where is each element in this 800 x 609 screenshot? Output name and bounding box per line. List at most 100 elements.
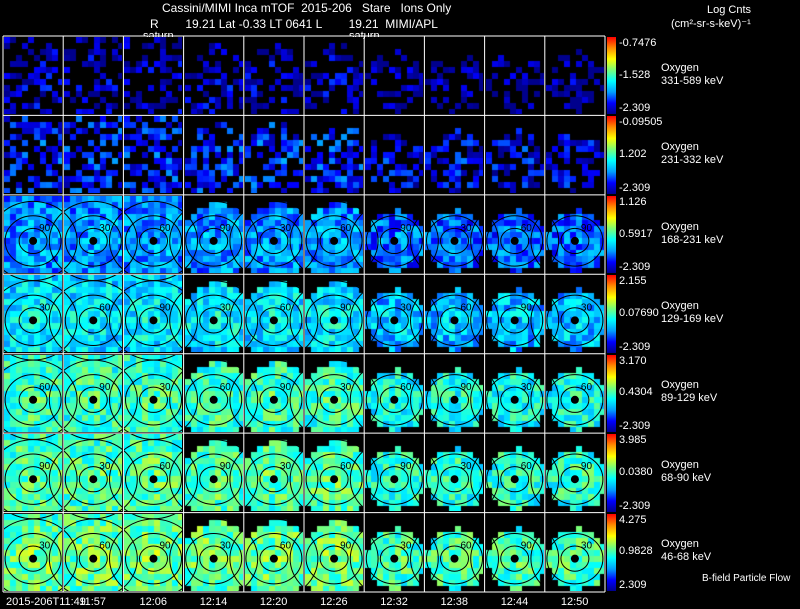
image-panel bbox=[4, 37, 62, 114]
image-panel bbox=[184, 354, 243, 432]
colorbar-max: 1.126 bbox=[619, 195, 647, 208]
colorbar-mid: 0.07690 bbox=[619, 307, 659, 319]
image-panel bbox=[244, 513, 303, 591]
time-tick-label: 12:06 bbox=[139, 596, 168, 608]
image-panel bbox=[485, 116, 544, 194]
image-panel bbox=[365, 116, 424, 194]
time-tick-label: 12:14 bbox=[199, 596, 228, 608]
time-tick-label: 12:44 bbox=[500, 596, 529, 608]
species-label: Oxygen bbox=[661, 538, 699, 551]
colorbar-max: 3.985 bbox=[619, 434, 647, 447]
image-panel bbox=[124, 195, 183, 273]
plot-title: Cassini/MIMI Inca mTOF 2015-206 Stare Io… bbox=[162, 1, 452, 15]
colorbar-max: -0.09505 bbox=[619, 116, 663, 129]
image-panel bbox=[485, 275, 544, 353]
image-panel bbox=[184, 275, 243, 353]
image-panel bbox=[425, 513, 484, 591]
image-panel bbox=[305, 434, 363, 512]
image-panel bbox=[305, 275, 363, 353]
energy-range-label: 89-129 keV bbox=[661, 392, 718, 405]
colorbar-mid: 0.4304 bbox=[619, 386, 653, 399]
species-label: Oxygen bbox=[661, 61, 699, 74]
image-panel bbox=[425, 195, 484, 273]
colorbar-min: -2.309 bbox=[619, 261, 651, 274]
image-panel bbox=[485, 195, 544, 273]
orbit-info: R 19.21 Lat -0.33 LT 0641 L 19.21 MIMI/A… bbox=[150, 17, 438, 31]
image-panel bbox=[4, 513, 62, 591]
image-panel bbox=[545, 37, 604, 114]
colorbar bbox=[607, 513, 616, 591]
channel-label: Oxygen 46-68 keV bbox=[661, 538, 711, 564]
image-panel bbox=[305, 116, 363, 194]
image-panel bbox=[184, 513, 243, 591]
colorbar-min: -2.309 bbox=[619, 340, 651, 353]
colorbar bbox=[607, 37, 616, 115]
image-panel bbox=[365, 513, 424, 591]
colorbar-min: -2.309 bbox=[619, 420, 651, 433]
time-tick-label: 12:38 bbox=[440, 596, 469, 608]
image-panel bbox=[64, 513, 123, 591]
image-panel bbox=[124, 513, 183, 591]
image-panel bbox=[64, 275, 123, 353]
image-panel bbox=[124, 354, 183, 432]
image-panel bbox=[425, 116, 484, 194]
image-panel bbox=[545, 354, 604, 432]
image-panel bbox=[545, 275, 604, 353]
image-panel bbox=[244, 434, 303, 512]
energy-range-label: 46-68 keV bbox=[661, 551, 712, 564]
species-label: Oxygen bbox=[661, 220, 699, 233]
image-panel bbox=[64, 116, 123, 194]
image-panel bbox=[64, 354, 123, 432]
colorbar bbox=[607, 275, 616, 353]
colorbar-mid: 0.9828 bbox=[619, 545, 653, 558]
image-panel bbox=[124, 37, 183, 114]
channel-label: Oxygen 68-90 keV bbox=[661, 459, 711, 485]
channel-label: Oxygen 231-332 keV bbox=[661, 141, 723, 167]
colorbar bbox=[607, 195, 616, 274]
image-panel bbox=[365, 434, 424, 512]
image-panel bbox=[485, 513, 544, 591]
image-panel bbox=[485, 37, 544, 114]
channel-label: Oxygen 331-589 keV bbox=[661, 62, 723, 88]
species-label: Oxygen bbox=[661, 300, 699, 312]
image-panel bbox=[365, 275, 424, 353]
image-panel bbox=[305, 195, 363, 273]
species-label: Oxygen bbox=[661, 379, 699, 392]
image-panel bbox=[244, 116, 303, 194]
image-panel bbox=[124, 275, 183, 353]
image-panel bbox=[184, 434, 243, 512]
channel-label: Oxygen 89-129 keV bbox=[661, 379, 717, 405]
image-panel bbox=[365, 37, 424, 114]
image-panel bbox=[545, 434, 604, 512]
bfield-label: B-field Particle Flow bbox=[702, 573, 791, 584]
energy-range-label: 68-90 keV bbox=[661, 471, 712, 484]
image-panel bbox=[184, 116, 243, 194]
image-panel bbox=[64, 434, 123, 512]
time-tick-label: 2015-206T11:49 bbox=[6, 596, 86, 608]
image-panel bbox=[305, 37, 363, 114]
energy-range-label: 231-332 keV bbox=[661, 154, 724, 167]
time-tick-label: 11:57 bbox=[79, 596, 107, 608]
time-tick-label: 12:50 bbox=[560, 596, 589, 608]
energy-range-label: 168-231 keV bbox=[661, 233, 724, 246]
image-panel bbox=[4, 195, 62, 273]
image-panel bbox=[425, 434, 484, 512]
image-panel bbox=[184, 37, 243, 114]
image-panel bbox=[485, 354, 544, 432]
colorbar bbox=[607, 434, 616, 512]
image-panel bbox=[545, 195, 604, 273]
image-panel bbox=[4, 434, 62, 512]
species-label: Oxygen bbox=[661, 141, 699, 154]
colorbar-min: 2.309 bbox=[619, 579, 647, 591]
energy-range-label: 331-589 keV bbox=[661, 74, 724, 87]
colorbar-mid: -1.528 bbox=[619, 68, 651, 81]
colorbar bbox=[607, 354, 616, 433]
colorbar-mid: 0.5917 bbox=[619, 227, 653, 240]
image-panel bbox=[365, 354, 424, 432]
image-panel bbox=[4, 275, 62, 353]
species-label: Oxygen bbox=[661, 458, 699, 471]
image-panel bbox=[64, 37, 123, 114]
image-panel bbox=[425, 275, 484, 353]
units-label: Log Cnts bbox=[707, 4, 752, 16]
